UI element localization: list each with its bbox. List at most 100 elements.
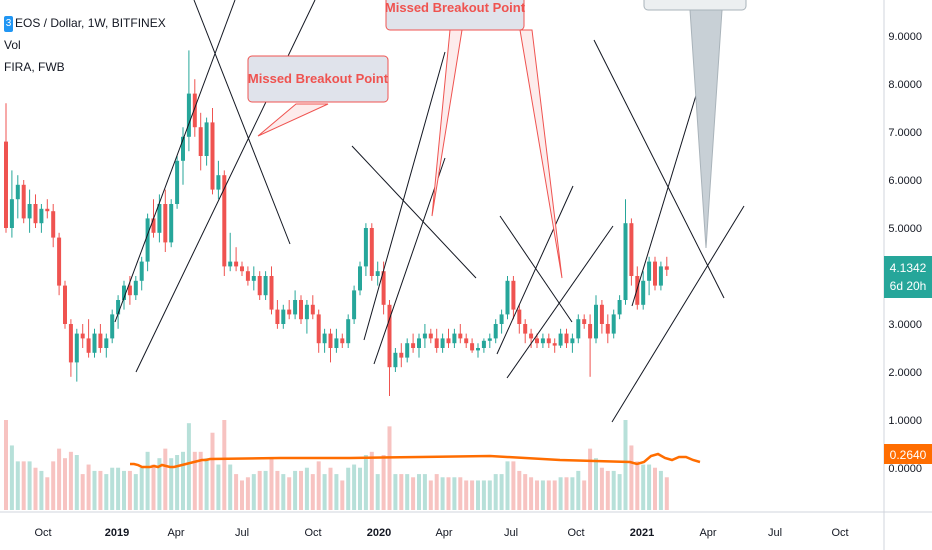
price-axis-label: 9.0000 <box>888 31 922 43</box>
callout-gray[interactable] <box>643 0 747 249</box>
price-axis-label: 0.0000 <box>888 463 922 475</box>
volume-bar <box>499 474 504 510</box>
trend-line[interactable] <box>611 205 745 423</box>
candle-body <box>145 218 150 262</box>
trend-line[interactable] <box>363 51 446 341</box>
bar-countdown: 6d 20h <box>890 279 927 293</box>
candle-body <box>74 333 79 363</box>
volume-bar <box>446 477 451 510</box>
trend-line[interactable] <box>373 157 446 365</box>
time-axis[interactable]: Oct 2019 Apr Jul Oct 2020 Apr Jul Oct 2021 Apr Jul O… <box>34 527 848 539</box>
candle-body <box>139 261 144 281</box>
legend-volume[interactable]: Vol <box>4 38 21 52</box>
price-axis-label: 8.0000 <box>888 79 922 91</box>
callout-box <box>385 0 525 31</box>
candle-body <box>340 338 345 344</box>
trend-line[interactable] <box>351 145 477 279</box>
candle-body <box>27 204 32 219</box>
time-axis-label: Oct <box>567 527 584 539</box>
candle-body <box>588 324 593 339</box>
candle-body <box>411 343 416 348</box>
volume-bar <box>470 480 475 510</box>
volume-bar <box>263 470 268 510</box>
time-axis-label: Apr <box>167 527 184 539</box>
candle-body <box>647 261 652 281</box>
volume-bar <box>505 461 510 510</box>
volume-bar <box>653 467 657 510</box>
volume-bar <box>86 464 91 510</box>
callout-missed-breakout-1[interactable]: Missed Breakout Point <box>247 55 389 137</box>
volume-bar <box>139 467 144 510</box>
legend-title-row[interactable]: 3 EOS / Dollar, 1W, BITFINEX <box>4 12 166 34</box>
trend-line[interactable] <box>496 185 574 355</box>
volume-bar <box>493 474 498 510</box>
volume-bar <box>511 461 516 510</box>
callout-missed-breakout-2[interactable]: Missed Breakout Point <box>385 0 563 279</box>
candle-body <box>487 338 492 341</box>
candle-body <box>257 276 262 296</box>
price-axis-label: 3.0000 <box>888 319 922 331</box>
candle-body <box>169 204 174 243</box>
last-price-badge: 4.1342 6d 20h <box>884 256 932 298</box>
candle-body <box>122 285 126 300</box>
candle-body <box>228 261 233 267</box>
volume-bar <box>328 467 333 510</box>
trend-line[interactable] <box>193 0 291 245</box>
volume-bar <box>68 451 73 510</box>
volume-bar <box>228 464 233 510</box>
volume-bar <box>588 448 593 510</box>
volume-bar <box>635 461 640 510</box>
callout-box <box>643 0 747 11</box>
candle-body <box>434 338 439 348</box>
legend-indicator[interactable]: FIRA, FWB <box>4 60 65 74</box>
volume-bar <box>428 480 433 510</box>
trend-line[interactable] <box>114 0 236 323</box>
candle-body <box>198 127 203 156</box>
volume-bar <box>210 432 215 510</box>
fira-line <box>130 452 701 469</box>
indicator-badge-bg <box>884 444 932 464</box>
candle-body <box>428 333 433 339</box>
volume-bar <box>198 451 203 510</box>
volume-bar <box>287 477 292 510</box>
price-axis-label: 1.0000 <box>888 415 922 427</box>
indicator-value: 0.2640 <box>890 448 927 462</box>
volume-bar <box>570 477 575 510</box>
candle-body <box>251 276 256 281</box>
volume-bar <box>387 426 392 510</box>
time-axis-label: Apr <box>699 527 716 539</box>
volume-bar <box>92 470 97 510</box>
volume-bar <box>275 470 280 510</box>
volume-bar <box>381 455 386 510</box>
volume-bar <box>27 461 32 510</box>
candle-body <box>511 280 516 310</box>
candle-body <box>293 300 298 315</box>
volume-bar <box>452 477 457 510</box>
volume-bar <box>222 420 227 510</box>
volume-bar <box>127 470 132 510</box>
volume-bar <box>181 451 185 510</box>
price-axis-label: 7.0000 <box>888 127 922 139</box>
candle-body <box>564 333 569 344</box>
price-axis[interactable]: 9.00008.00007.00006.00005.00004.00003.00… <box>888 31 922 475</box>
callout-pointer <box>519 29 563 279</box>
trend-line[interactable] <box>506 225 614 379</box>
candle-body <box>641 280 646 305</box>
candle-body <box>523 324 528 334</box>
candle-body <box>33 204 38 224</box>
trend-line[interactable] <box>593 39 725 299</box>
trend-lines[interactable] <box>114 0 745 423</box>
candle-body <box>263 276 268 296</box>
candle-body <box>629 223 634 276</box>
volume-bar <box>611 470 616 510</box>
fira-indicator <box>130 452 701 469</box>
volume-bar <box>546 480 551 510</box>
symbol-badge: 3 <box>4 15 13 32</box>
candle-body <box>358 266 362 291</box>
candle-body <box>51 211 56 238</box>
candle-body <box>552 343 557 346</box>
volume-bar <box>216 464 221 510</box>
candle-body <box>127 285 132 296</box>
